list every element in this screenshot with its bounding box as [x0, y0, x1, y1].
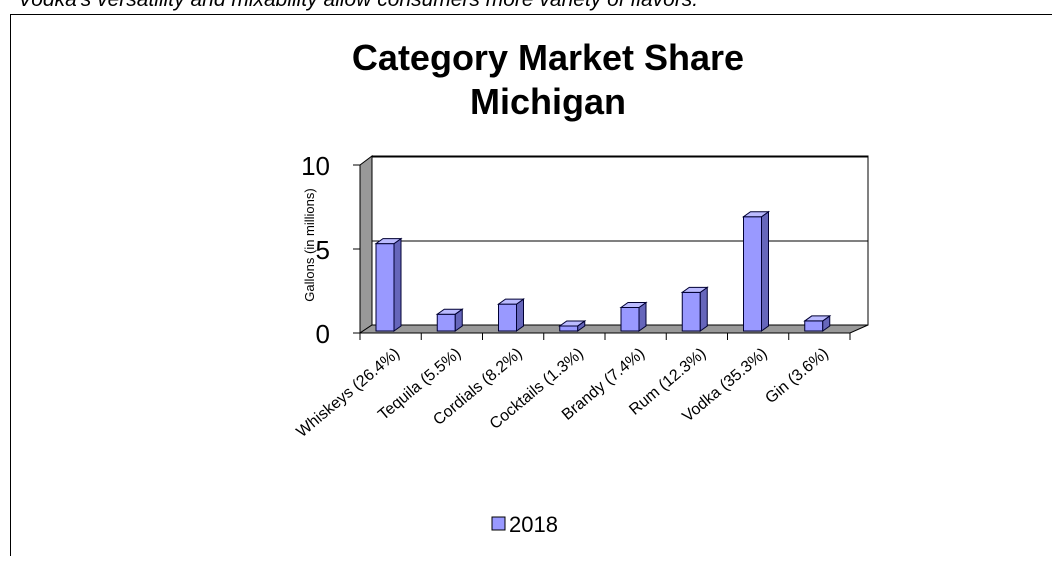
floor [360, 325, 868, 333]
side-wall [360, 156, 372, 333]
y-tick-label: 10 [301, 151, 330, 181]
bar [621, 302, 646, 331]
bar-side [762, 212, 769, 331]
y-tick-label: 5 [316, 235, 330, 265]
bar-front [805, 321, 823, 331]
chart-title: Category Market Share [352, 37, 744, 78]
bar-front [376, 244, 394, 331]
chart-subtitle: Michigan [470, 81, 626, 122]
legend-label: 2018 [509, 512, 558, 537]
bar-front [682, 292, 700, 331]
y-tick-label: 0 [316, 319, 330, 349]
bar-front [437, 314, 455, 331]
bar [499, 299, 524, 331]
bar-front [621, 307, 639, 331]
bar-side [394, 239, 401, 331]
bar-front [744, 217, 762, 331]
bar [682, 287, 707, 331]
bar-front [499, 304, 517, 331]
bar-front [560, 326, 578, 331]
bar-side [700, 287, 707, 331]
bar [805, 316, 830, 331]
bar [376, 239, 401, 331]
legend-swatch [492, 517, 505, 530]
caption: Vodka's versatility and mixability allow… [18, 0, 698, 11]
bar [744, 212, 769, 331]
bar [437, 309, 462, 331]
